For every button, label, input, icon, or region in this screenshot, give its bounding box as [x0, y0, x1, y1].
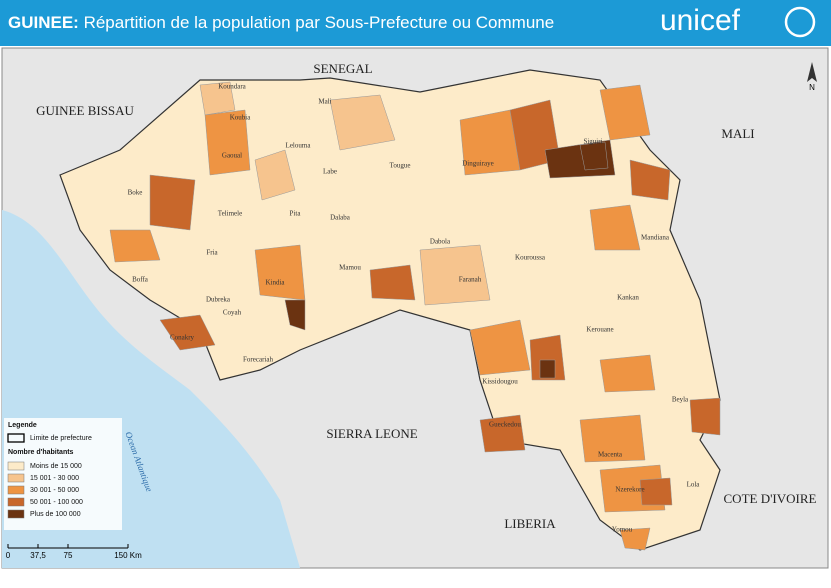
- country-label: GUINEE BISSAU: [36, 103, 134, 118]
- prefecture-label: Forecariah: [243, 356, 273, 364]
- prefecture-label: Conakry: [170, 334, 195, 342]
- country-label: SENEGAL: [313, 61, 372, 76]
- prefecture-label: Koubia: [230, 114, 252, 122]
- prefecture-label: Labe: [323, 168, 337, 176]
- north-label: N: [809, 83, 815, 92]
- sub-prefecture: [639, 477, 673, 506]
- legend-swatch: [7, 497, 25, 507]
- prefecture-label: Dalaba: [330, 214, 351, 222]
- prefecture-label: Dabola: [430, 238, 451, 246]
- sub-prefecture: [369, 264, 416, 301]
- prefecture-label: Faranah: [459, 276, 482, 284]
- prefecture-label: Kankan: [617, 294, 639, 302]
- prefecture-label: Gaoual: [222, 152, 242, 160]
- country-label: COTE D'IVOIRE: [724, 491, 817, 506]
- sub-prefecture: [589, 204, 641, 251]
- country-label: SIERRA LEONE: [326, 426, 417, 441]
- prefecture-label: Kissidougou: [482, 378, 518, 386]
- sub-prefecture: [599, 84, 651, 141]
- sub-prefecture: [254, 244, 306, 301]
- legend-subtitle: Nombre d'habitants: [8, 449, 74, 456]
- prefecture-label: Lelouma: [286, 142, 312, 150]
- prefecture-label: Telimele: [218, 210, 242, 218]
- legend-boundary-swatch: [7, 433, 25, 443]
- prefecture-label: Kerouane: [586, 326, 613, 334]
- legend-class-label: 30 001 - 50 000: [30, 487, 79, 494]
- sub-prefecture: [619, 527, 651, 551]
- sub-prefecture: [284, 299, 306, 331]
- legend-class-label: 15 001 - 30 000: [30, 475, 79, 482]
- prefecture-label: Dubreka: [206, 296, 231, 304]
- sub-prefecture: [689, 397, 721, 436]
- title: GUINEE: Répartition de la population par…: [8, 13, 554, 32]
- sub-prefecture: [204, 109, 251, 176]
- prefecture-label: Mamou: [339, 264, 361, 272]
- scale-label: 75: [64, 551, 73, 560]
- sub-prefecture: [579, 141, 609, 171]
- sub-prefecture: [579, 414, 646, 463]
- guinea-outline: [59, 69, 721, 551]
- sub-prefecture: [329, 94, 396, 151]
- prefecture-label: Pita: [290, 210, 302, 218]
- prefecture-label: Coyah: [223, 309, 242, 317]
- prefecture-label: Mali: [318, 98, 331, 106]
- prefecture-label: Gueckedou: [489, 421, 521, 429]
- prefecture-label: Mandiana: [641, 234, 670, 242]
- country-label: MALI: [721, 126, 754, 141]
- sub-prefecture: [254, 149, 296, 201]
- prefecture-label: Siguiri: [583, 138, 602, 146]
- sub-prefecture: [599, 354, 656, 393]
- sub-prefecture: [199, 81, 236, 116]
- prefecture-label: Koundara: [218, 83, 246, 91]
- prefecture-label: Yomou: [612, 526, 633, 534]
- legend-title: Legende: [8, 422, 37, 429]
- prefecture-label: Fria: [206, 249, 218, 257]
- legend-boundary: Limite de prefecture: [30, 435, 92, 442]
- legend-swatch: [7, 509, 25, 519]
- legend-class-label: 50 001 - 100 000: [30, 499, 83, 506]
- prefecture-label: Boke: [128, 189, 143, 197]
- country-label: LIBERIA: [504, 516, 556, 531]
- prefecture-label: Kindia: [265, 279, 285, 287]
- legend-class-label: Moins de 15 000: [30, 463, 82, 470]
- prefecture-label: Dinguiraye: [462, 160, 494, 168]
- legend-swatch: [7, 461, 25, 471]
- title-bold: GUINEE:: [8, 13, 79, 32]
- prefecture-label: Macenta: [598, 451, 623, 459]
- scale-label: 0: [6, 551, 11, 560]
- prefecture-label: Beyla: [672, 396, 689, 404]
- sub-prefecture: [539, 359, 556, 379]
- prefecture-label: Tougue: [390, 162, 411, 170]
- prefecture-label: Lola: [687, 481, 701, 489]
- sub-prefecture: [629, 159, 671, 201]
- scale-label: 37,5: [30, 551, 46, 560]
- header-bar: [0, 0, 831, 46]
- legend-swatch: [7, 473, 25, 483]
- sub-prefecture: [149, 174, 196, 231]
- sub-prefecture: [109, 229, 161, 263]
- logo-globe: [784, 6, 816, 38]
- sub-prefecture: [479, 414, 526, 453]
- logo: unicef: [660, 4, 741, 37]
- legend-swatch: [7, 485, 25, 495]
- sub-prefecture: [159, 314, 216, 351]
- north-arrow: [807, 62, 817, 82]
- title-text: Répartition de la population par Sous-Pr…: [84, 13, 555, 32]
- sub-prefecture: [469, 319, 531, 376]
- prefecture-label: Boffa: [132, 276, 149, 284]
- prefecture-label: Nzerekore: [615, 486, 644, 494]
- prefecture-label: Kouroussa: [515, 254, 546, 262]
- sub-prefecture: [529, 334, 566, 381]
- legend-class-label: Plus de 100 000: [30, 511, 81, 518]
- scale-label: 150 Km: [114, 551, 142, 560]
- sub-prefecture: [419, 244, 491, 306]
